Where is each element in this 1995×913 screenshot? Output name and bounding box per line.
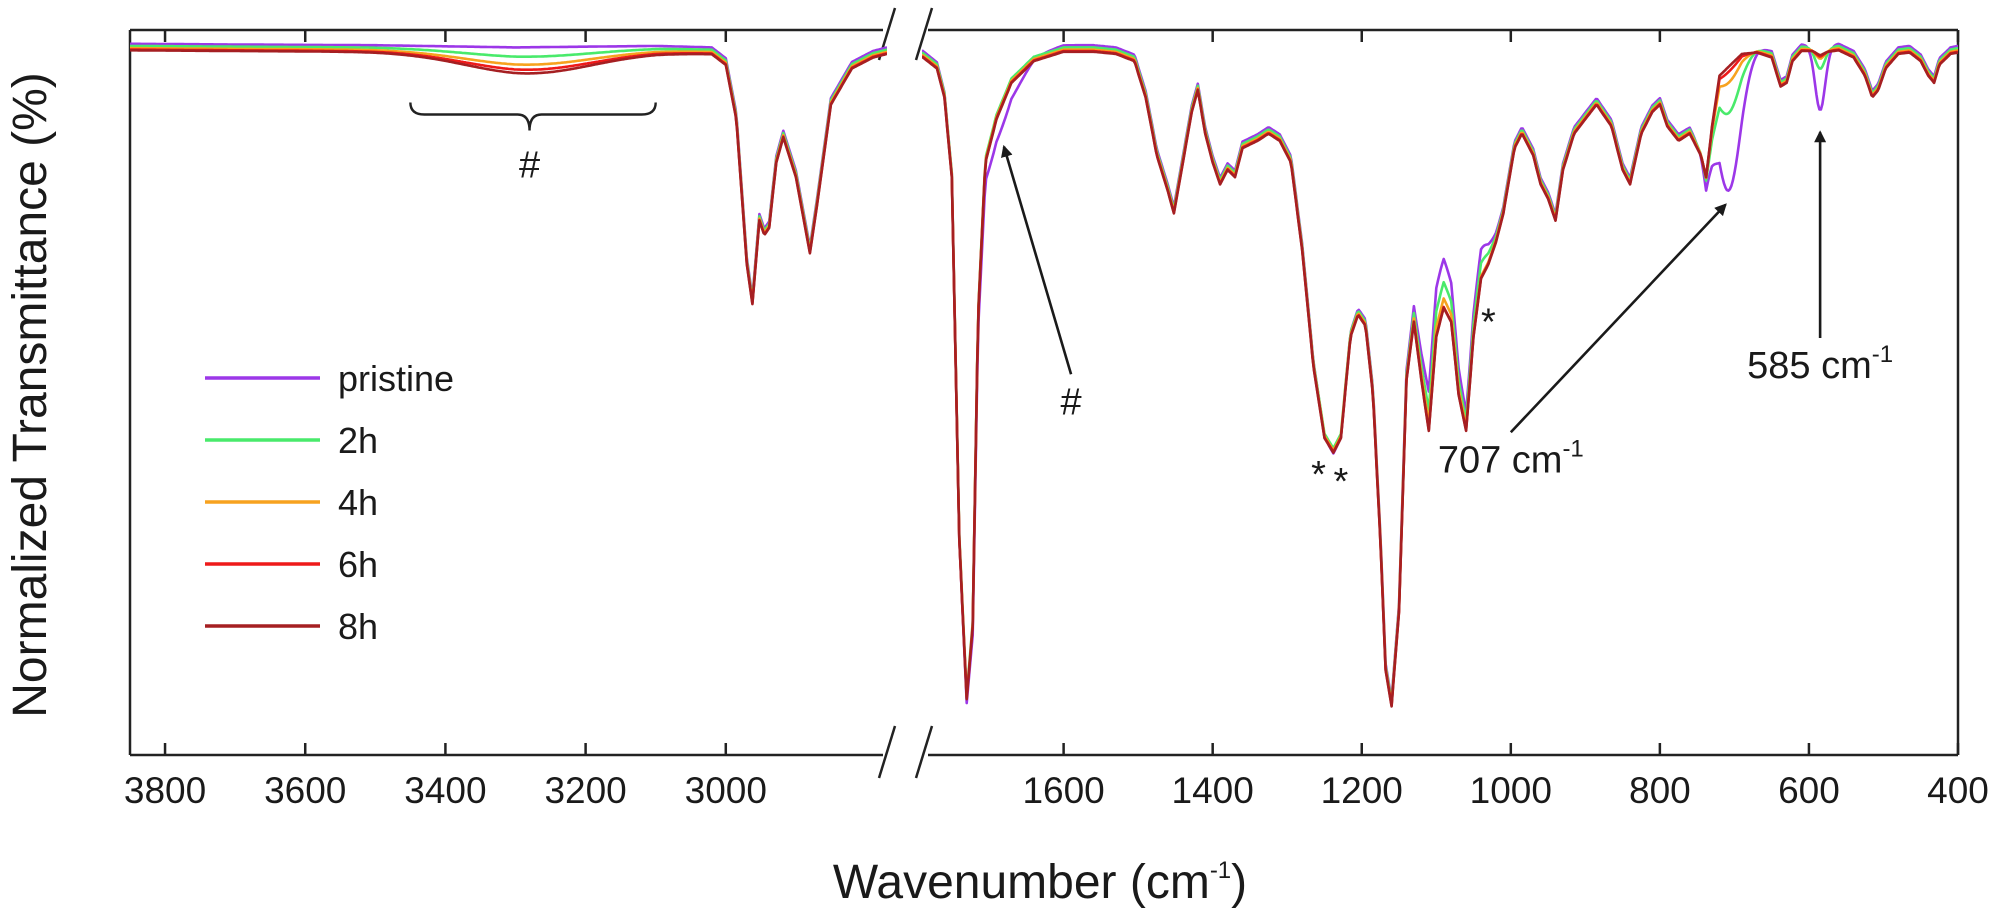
- x-tick-label-400: 400: [1927, 770, 1989, 811]
- x-tick-label-3800: 3800: [124, 770, 206, 811]
- series-line-4h-left: [130, 46, 887, 304]
- x-tick-label-1200: 1200: [1321, 770, 1403, 811]
- series-line-6h-left: [130, 48, 887, 305]
- x-tick-label-3000: 3000: [685, 770, 767, 811]
- x-tick-label-3600: 3600: [264, 770, 346, 811]
- x-tick-label-1000: 1000: [1470, 770, 1552, 811]
- plot-frame: [128, 28, 1960, 757]
- series-line-pristine-left: [130, 42, 887, 299]
- spectra-series: [130, 42, 1958, 708]
- legend-label-6h: 6h: [338, 544, 378, 585]
- annotation-label-main-1: #: [1060, 381, 1081, 423]
- legend-label-8h: 8h: [338, 606, 378, 647]
- axis-break-marks: [877, 7, 934, 779]
- series-line-2h-right: [922, 44, 1958, 704]
- y-axis-title: Normalized Transmittance (%): [4, 72, 57, 718]
- x-axis-title-close: ): [1231, 856, 1247, 909]
- annotation-label-6: 585 cm-1: [1747, 341, 1893, 387]
- x-tick-label-3400: 3400: [404, 770, 486, 811]
- x-tick-label-1400: 1400: [1172, 770, 1254, 811]
- x-tick-label-800: 800: [1629, 770, 1691, 811]
- annotation-label-main-6: 585 cm: [1747, 345, 1872, 387]
- legend-label-2h: 2h: [338, 420, 378, 461]
- x-tick-label-3200: 3200: [544, 770, 626, 811]
- series-line-2h-left: [130, 44, 887, 302]
- series-line-8h-right: [922, 48, 1958, 708]
- x-axis-title: Wavenumber (cm-1): [833, 856, 1247, 909]
- annotation-label-sup-5: -1: [1562, 435, 1583, 462]
- annotation-star-4: *: [1481, 302, 1496, 344]
- x-axis-title-main: Wavenumber (cm: [833, 856, 1210, 909]
- annotation-arrow-1: [1001, 144, 1073, 375]
- x-tick-label-600: 600: [1778, 770, 1840, 811]
- annotation-label-main-5: 707 cm: [1438, 439, 1563, 481]
- x-tick-label-1600: 1600: [1022, 770, 1104, 811]
- annotation-arrow-5: [1509, 203, 1727, 434]
- series-line-8h-left: [130, 48, 887, 306]
- annotation-star-3: *: [1333, 461, 1348, 503]
- legend: pristine 2h 4h 6h 8h: [205, 358, 454, 647]
- x-axis-ticks: 3800 3600 3400 3200 3000 1600 1400 1200 1000 800 6…: [124, 30, 1989, 811]
- series-line-pristine-right: [922, 42, 1958, 705]
- annotation-star-2: *: [1311, 454, 1326, 496]
- annotation-label-5: 707 cm-1: [1438, 435, 1584, 481]
- annotation-hash-brace: #: [519, 145, 540, 187]
- annotation-label-sup-6: -1: [1872, 341, 1893, 368]
- brace-bracket: [409, 102, 657, 131]
- legend-label-pristine: pristine: [338, 358, 454, 399]
- x-axis-title-sup: -1: [1210, 857, 1231, 884]
- legend-label-4h: 4h: [338, 482, 378, 523]
- annotation-label-1: #: [1060, 381, 1081, 423]
